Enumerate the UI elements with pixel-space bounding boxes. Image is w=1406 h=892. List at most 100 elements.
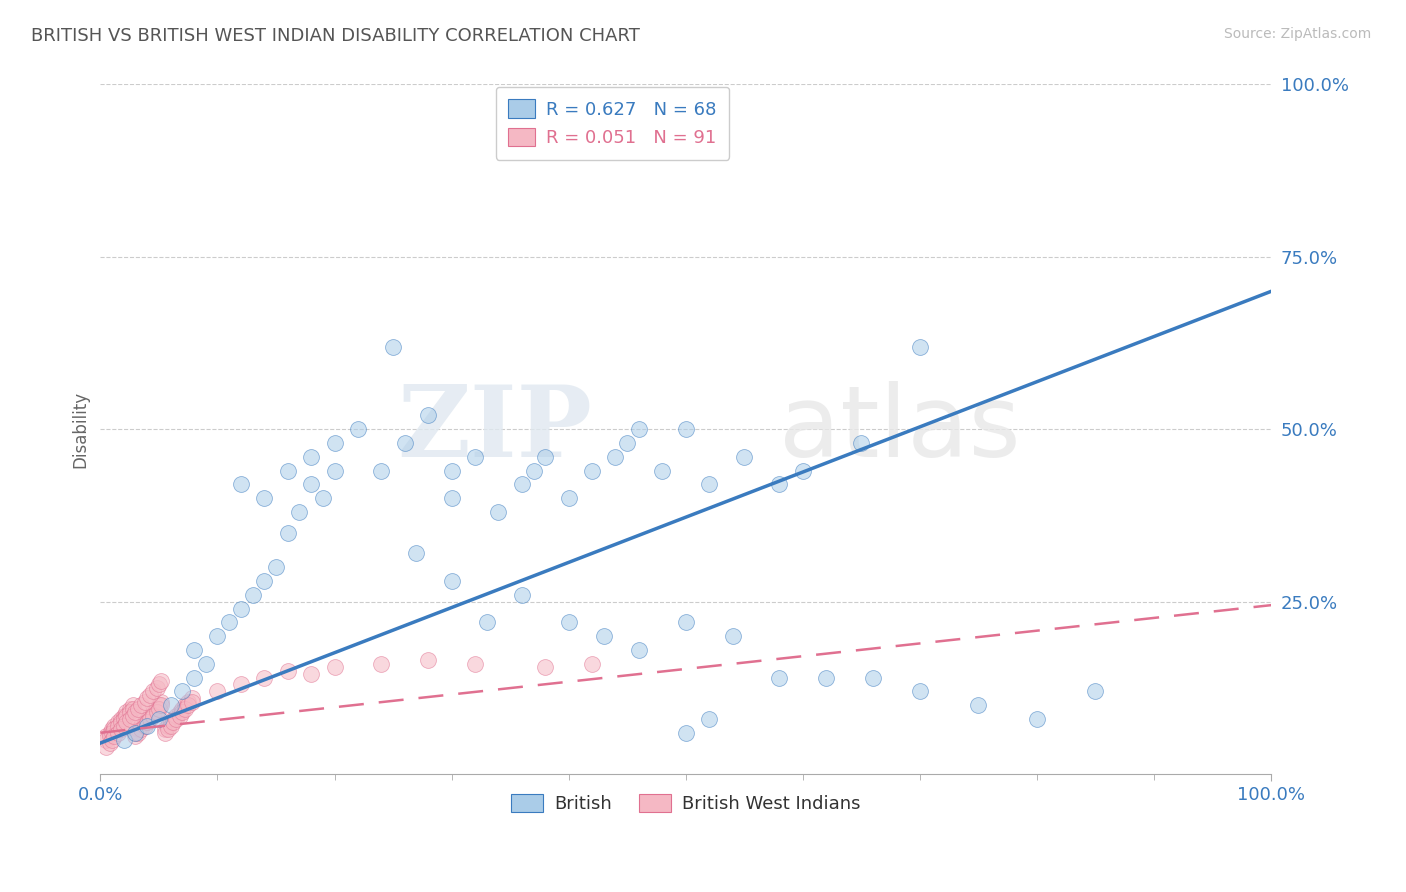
Point [122,708,145,723]
Point [162,715,184,730]
Point [173,698,195,713]
Point [253,574,276,588]
Point [534,660,557,674]
Point [733,450,755,464]
Point [98,725,121,739]
Point [145,705,167,719]
Point [103,729,125,743]
Point [96,739,118,754]
Point [486,505,509,519]
Point [107,725,129,739]
Point [675,725,697,739]
Point [253,491,276,506]
Text: atlas: atlas [779,381,1021,478]
Point [159,698,181,713]
Point [150,673,173,688]
Point [98,729,121,743]
Point [150,698,173,713]
Point [138,708,160,723]
Point [180,691,202,706]
Point [277,664,299,678]
Point [697,712,720,726]
Point [165,712,187,726]
Point [118,705,141,719]
Point [581,464,603,478]
Point [851,436,873,450]
Point [394,436,416,450]
Point [169,708,191,723]
Point [908,339,931,353]
Point [145,701,167,715]
Point [136,712,159,726]
Point [127,725,149,739]
Point [418,409,440,423]
Point [277,525,299,540]
Point [96,729,118,743]
Point [616,436,638,450]
Point [218,615,240,630]
Point [177,695,200,709]
Point [131,719,153,733]
Point [264,560,287,574]
Point [134,695,156,709]
Point [172,684,194,698]
Point [122,698,145,713]
Point [299,667,322,681]
Point [115,715,138,730]
Point [557,491,579,506]
Point [153,725,176,739]
Point [136,715,159,730]
Point [127,723,149,737]
Point [697,477,720,491]
Point [115,708,138,723]
Text: Source: ZipAtlas.com: Source: ZipAtlas.com [1223,27,1371,41]
Point [627,643,650,657]
Point [370,464,392,478]
Point [172,701,194,715]
Point [124,725,146,739]
Point [815,671,838,685]
Point [112,732,135,747]
Point [142,708,165,723]
Point [440,574,463,588]
Point [103,719,125,733]
Point [510,477,533,491]
Point [675,422,697,436]
Point [464,657,486,671]
Point [112,712,135,726]
Point [112,708,135,723]
Point [299,477,322,491]
Point [440,491,463,506]
Point [534,450,557,464]
Point [207,684,229,698]
Point [107,719,129,733]
Point [159,719,181,733]
Point [721,629,744,643]
Point [169,705,191,719]
Point [122,701,145,715]
Point [162,712,184,726]
Point [127,701,149,715]
Point [101,732,124,747]
Point [142,705,165,719]
Text: ZIP: ZIP [396,381,592,478]
Point [277,464,299,478]
Point [148,677,170,691]
Point [651,464,673,478]
Point [148,698,170,713]
Point [299,450,322,464]
Point [1026,712,1049,726]
Point [253,671,276,685]
Point [229,477,252,491]
Point [183,671,205,685]
Point [136,691,159,706]
Point [605,450,627,464]
Point [101,725,124,739]
Point [347,422,370,436]
Point [522,464,544,478]
Point [110,712,132,726]
Point [768,671,790,685]
Point [510,588,533,602]
Point [967,698,990,713]
Point [323,464,346,478]
